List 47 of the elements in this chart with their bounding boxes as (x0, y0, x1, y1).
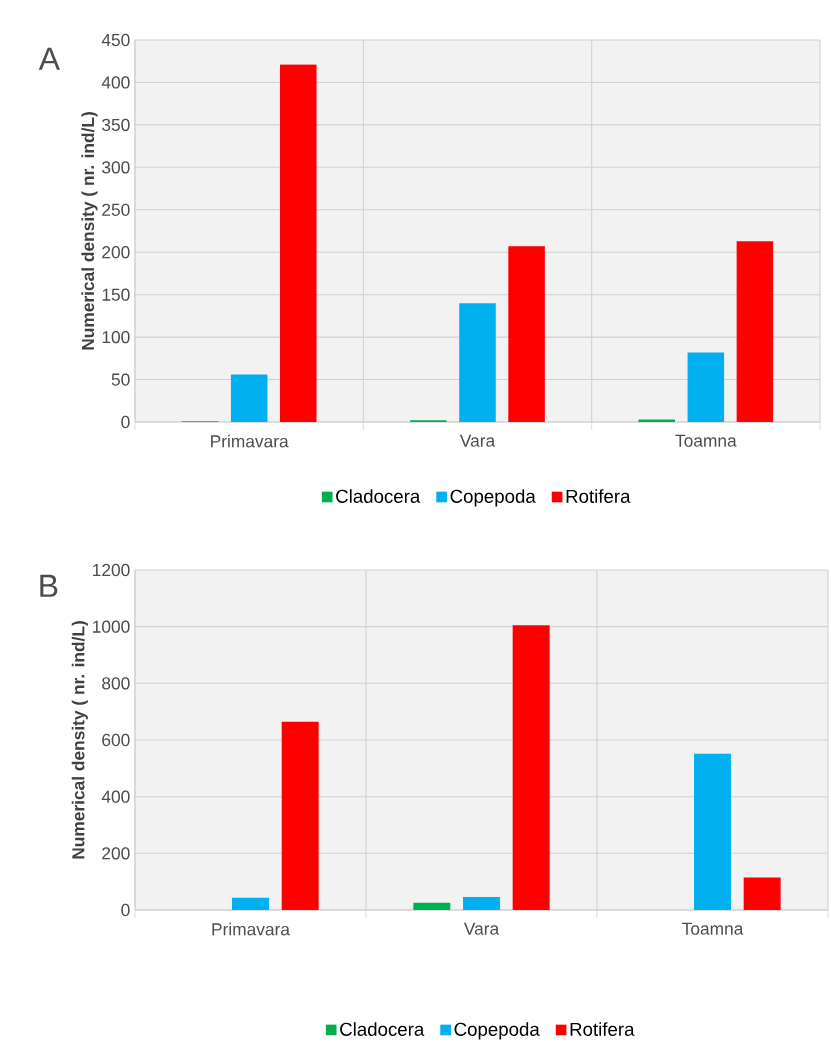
y-tick-label: 150 (102, 288, 130, 301)
y-tick-label: 50 (111, 373, 130, 386)
bar (687, 352, 725, 422)
bar (230, 374, 268, 422)
y-tick-label: 0 (121, 415, 130, 429)
x-tick-label: Primavara (212, 922, 290, 936)
legend-label: Cladocera (336, 489, 421, 503)
legend-label: Cladocera (340, 1022, 425, 1036)
legend-label: Copepoda (454, 1022, 540, 1040)
x-tick-label: Toamna (675, 434, 737, 447)
y-axis-title: Numerical density ( nr. ind/L) (71, 621, 88, 859)
legend-label: Rotifera (566, 489, 631, 503)
bar (736, 241, 774, 422)
bar (638, 419, 675, 422)
y-tick-label: 1200 (93, 563, 130, 577)
y-tick-label: 400 (101, 790, 130, 803)
y-tick-label: 450 (101, 33, 130, 47)
bar (281, 721, 319, 910)
legend-label: Copepoda (450, 489, 536, 507)
bar (232, 897, 269, 910)
chart-title: B (40, 574, 58, 597)
y-tick-label: 300 (102, 161, 130, 174)
y-axis-title: Numerical density ( nr. ind/L) (81, 112, 98, 350)
x-tick-label: Vara (459, 434, 496, 447)
y-tick-label: 100 (102, 330, 130, 344)
bar (279, 64, 317, 422)
y-tick-label: 350 (102, 118, 130, 132)
bar (508, 246, 545, 422)
y-tick-label: 200 (102, 847, 130, 860)
y-tick-label: 250 (102, 203, 130, 216)
y-tick-label: 800 (102, 677, 130, 690)
chart-title: A (38, 47, 60, 70)
y-tick-label: 1000 (93, 620, 130, 633)
bar (694, 753, 731, 910)
bar (459, 303, 496, 422)
bar (413, 902, 451, 910)
y-tick-label: 400 (101, 76, 130, 89)
y-tick-label: 200 (102, 246, 130, 259)
x-tick-label: Vara (463, 922, 500, 935)
y-tick-label: 0 (121, 903, 130, 917)
legend-label: Rotifera (570, 1022, 635, 1036)
y-tick-label: 600 (102, 733, 130, 747)
bar (512, 625, 550, 910)
bar (463, 896, 500, 910)
bar (743, 877, 781, 910)
x-tick-label: Toamna (682, 922, 744, 935)
x-tick-label: Primavara (211, 434, 289, 448)
